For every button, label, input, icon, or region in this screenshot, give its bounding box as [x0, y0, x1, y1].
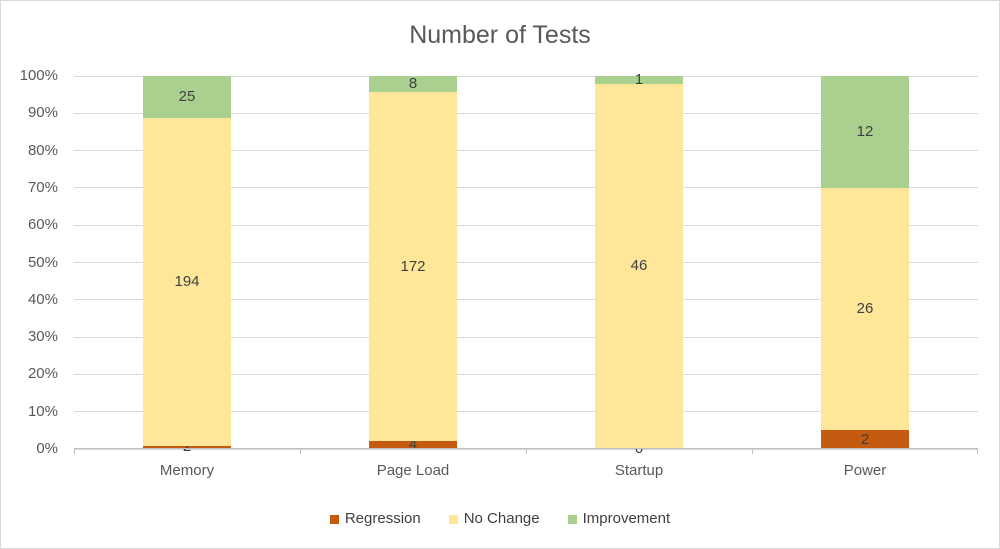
x-axis-tick — [752, 449, 753, 454]
x-category-label-startup: Startup — [614, 462, 664, 479]
bar-segment-no-change — [143, 118, 231, 446]
gridline-90 — [74, 112, 978, 114]
gridline-60 — [74, 224, 978, 226]
bar-segment-improvement — [595, 76, 683, 84]
x-category-label-page-load: Page Load — [376, 462, 450, 479]
gridline-10 — [74, 411, 978, 413]
gridline-20 — [74, 373, 978, 375]
x-axis-tick — [977, 449, 978, 454]
y-tick-label-80: 80% — [27, 141, 58, 159]
y-axis-labels: 0% 10% 20% 30% 40% 50% 60% 70% 80% 90% 100% — [1, 67, 58, 457]
x-axis-tick — [74, 449, 75, 454]
legend-item-improvement: Improvement — [567, 509, 671, 529]
y-tick-label-40: 40% — [27, 290, 58, 308]
bar-column-startup: 0461 — [595, 71, 683, 457]
bar-segment-regression — [821, 430, 909, 449]
legend-swatch-improvement — [567, 514, 577, 524]
chart-title: Number of Tests — [409, 21, 591, 49]
y-tick-label-0: 0% — [36, 440, 58, 457]
y-tick-label-90: 90% — [27, 104, 58, 122]
legend-swatch-no-change — [448, 514, 458, 524]
bar-segment-improvement — [369, 76, 457, 93]
legend-label-no-change: No Change — [463, 510, 540, 527]
y-tick-label-70: 70% — [27, 178, 58, 196]
gridline-50 — [74, 262, 978, 263]
y-tick-label-30: 30% — [27, 328, 58, 346]
legend-swatch-regression — [329, 514, 339, 524]
bar-segment-improvement — [143, 76, 231, 119]
bar-segment-no-change — [369, 92, 457, 441]
y-tick-label-20: 20% — [27, 365, 58, 383]
bar-segment-no-change — [595, 83, 683, 449]
gridline-70 — [74, 187, 978, 189]
bar-column-page-load: 4 172 8 — [369, 75, 457, 453]
legend-label-improvement: Improvement — [582, 510, 671, 527]
x-axis-tick — [526, 449, 527, 454]
legend-label-regression: Regression — [344, 510, 421, 527]
x-category-label-power: Power — [843, 462, 887, 479]
bar-segment-no-change — [821, 187, 909, 431]
legend-item-regression: Regression — [329, 509, 421, 529]
x-axis-labels: Memory Page Load Startup Power — [74, 462, 978, 480]
x-category-label-memory: Memory — [159, 462, 215, 479]
y-tick-label-60: 60% — [27, 216, 58, 234]
bar-column-power: 2 26 12 — [821, 76, 909, 449]
bar-column-memory: 2 194 25 — [143, 76, 231, 455]
bar-segment-regression — [369, 440, 457, 449]
legend-item-no-change: No Change — [448, 509, 540, 529]
x-axis-tick — [300, 449, 301, 454]
legend: Regression No Change Improvement — [1, 509, 999, 529]
y-tick-label-10: 10% — [27, 402, 58, 420]
y-tick-label-100: 100% — [19, 67, 58, 84]
gridline-100 — [74, 75, 978, 77]
bar-segment-regression — [143, 445, 231, 449]
gridline-80 — [74, 150, 978, 152]
bar-segment-improvement — [821, 76, 909, 188]
gridline-40 — [74, 299, 978, 301]
y-tick-label-50: 50% — [27, 253, 58, 271]
x-axis-line — [74, 448, 978, 449]
gridline-30 — [74, 336, 978, 338]
